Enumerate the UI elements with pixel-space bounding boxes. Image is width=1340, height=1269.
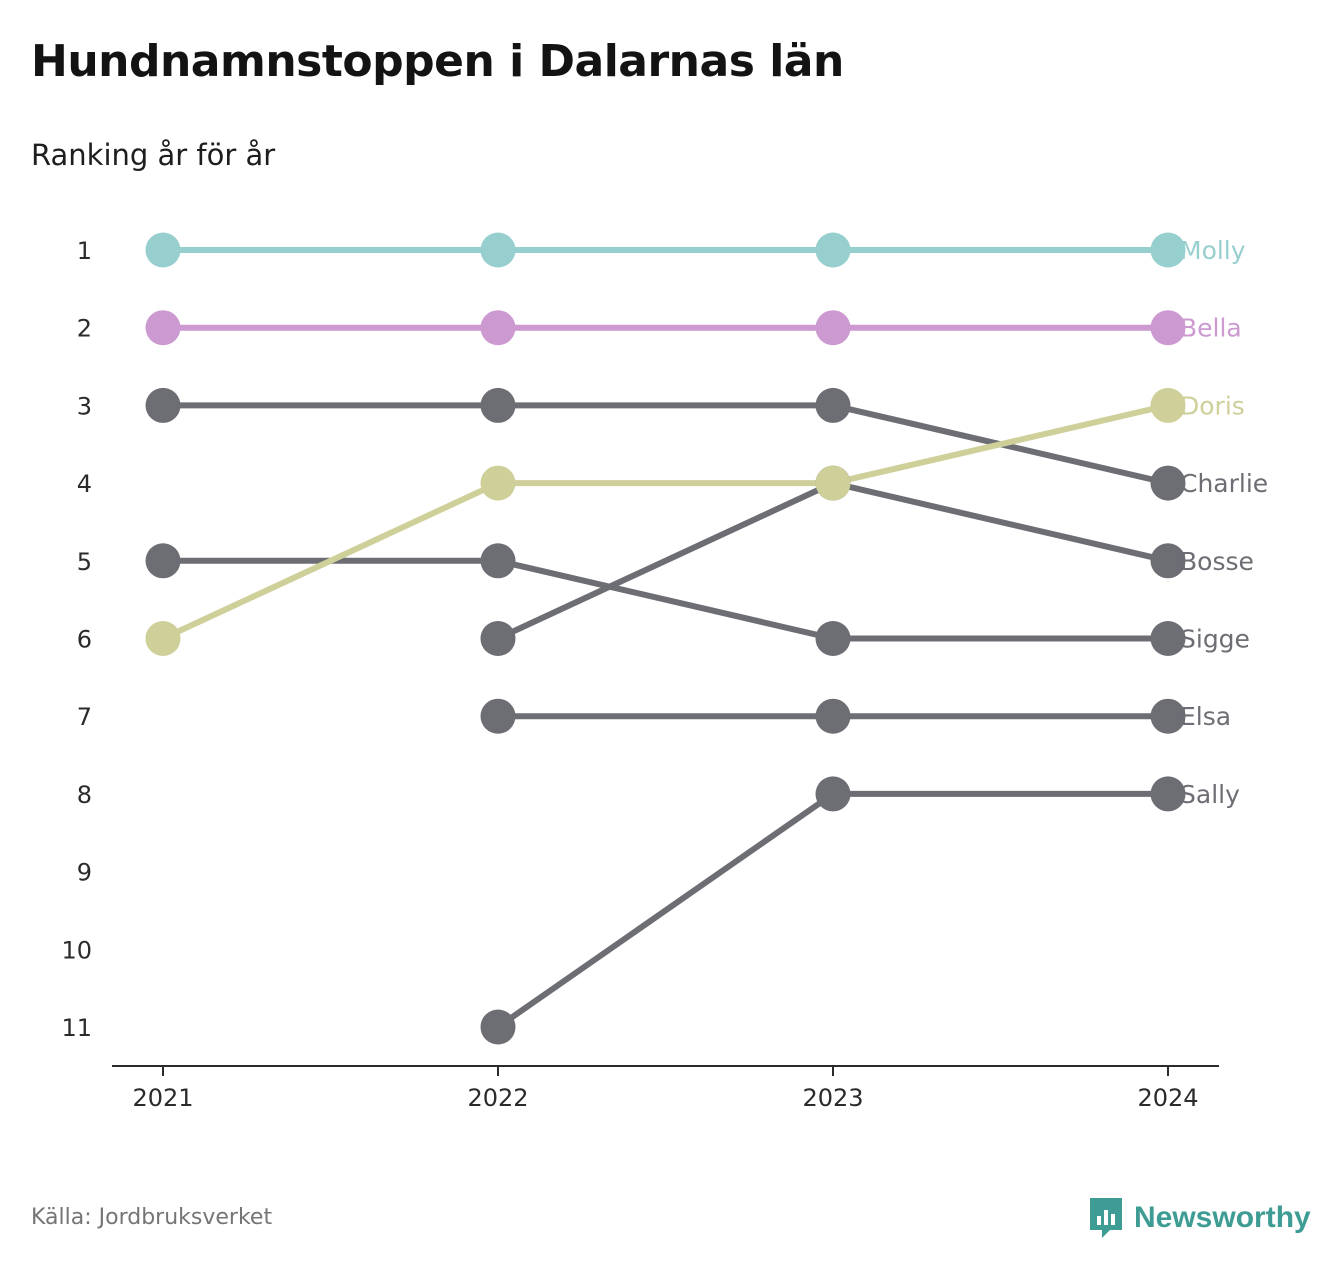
series-label-bella: Bella	[1180, 314, 1242, 343]
source-note: Källa: Jordbruksverket	[31, 1205, 273, 1230]
point-doris-2022	[480, 465, 516, 501]
point-elsa-2024	[1150, 698, 1186, 734]
newsworthy-icon	[1090, 1198, 1122, 1238]
series-line-charlie	[163, 402, 1169, 487]
point-sigge-2022	[480, 543, 516, 579]
point-bosse-2022	[480, 621, 516, 656]
y-tick-label-10: 10	[61, 936, 92, 964]
point-sally-2022	[480, 1009, 516, 1045]
series-label-charlie: Charlie	[1180, 469, 1268, 498]
chart-title: Hundnamnstoppen i Dalarnas län	[31, 36, 844, 87]
series-line-sally	[496, 790, 1168, 1030]
y-tick-label-11: 11	[61, 1014, 92, 1042]
point-charlie-2022	[480, 387, 516, 423]
point-sigge-2023	[815, 621, 851, 656]
y-tick-label-7: 7	[77, 703, 92, 731]
point-bella-2022	[480, 310, 516, 346]
x-tick-label-2024: 2024	[1137, 1084, 1198, 1112]
series-label-sally: Sally	[1180, 780, 1240, 809]
point-sally-2024	[1150, 776, 1186, 812]
y-tick-label-3: 3	[77, 392, 92, 420]
series-label-doris: Doris	[1180, 391, 1245, 420]
point-bella-2023	[815, 310, 851, 346]
point-molly-2022	[480, 232, 516, 268]
point-elsa-2023	[815, 698, 851, 734]
y-tick-label-8: 8	[77, 781, 92, 809]
series-label-sigge: Sigge	[1180, 625, 1250, 654]
point-sigge-2021	[145, 543, 181, 579]
y-tick-label-4: 4	[77, 470, 92, 498]
series-label-molly: Molly	[1180, 236, 1246, 265]
point-molly-2024	[1150, 232, 1186, 268]
series-label-bosse: Bosse	[1180, 547, 1254, 576]
series-label-elsa: Elsa	[1180, 702, 1231, 731]
x-tick-label-2023: 2023	[802, 1084, 863, 1112]
point-elsa-2022	[480, 698, 516, 734]
series-line-sigge	[163, 557, 1168, 642]
point-charlie-2023	[815, 387, 851, 423]
x-tick-label-2022: 2022	[467, 1084, 528, 1112]
series-line-doris	[161, 402, 1169, 642]
y-tick-label-9: 9	[77, 859, 92, 887]
series-line-bosse	[496, 480, 1169, 642]
x-tick-label-2021: 2021	[132, 1084, 193, 1112]
y-tick-label-1: 1	[77, 237, 92, 265]
point-charlie-2021	[145, 387, 181, 423]
point-bella-2021	[145, 310, 181, 346]
point-doris-2024	[1150, 387, 1186, 423]
chart-subtitle: Ranking år för år	[31, 138, 276, 172]
y-tick-label-5: 5	[77, 548, 92, 576]
point-charlie-2024	[1150, 465, 1186, 501]
point-sally-2023	[815, 776, 851, 812]
point-molly-2023	[815, 232, 851, 268]
point-doris-2021	[145, 621, 181, 656]
point-molly-2021	[145, 232, 181, 268]
brand-logo: Newsworthy	[1088, 1196, 1311, 1240]
brand-name: Newsworthy	[1134, 1201, 1311, 1234]
point-bosse-2024	[1150, 543, 1186, 579]
point-bella-2024	[1150, 310, 1186, 346]
point-doris-2023	[815, 465, 851, 501]
y-tick-label-2: 2	[77, 315, 92, 343]
point-sigge-2024	[1150, 621, 1186, 656]
y-tick-label-6: 6	[77, 626, 92, 654]
